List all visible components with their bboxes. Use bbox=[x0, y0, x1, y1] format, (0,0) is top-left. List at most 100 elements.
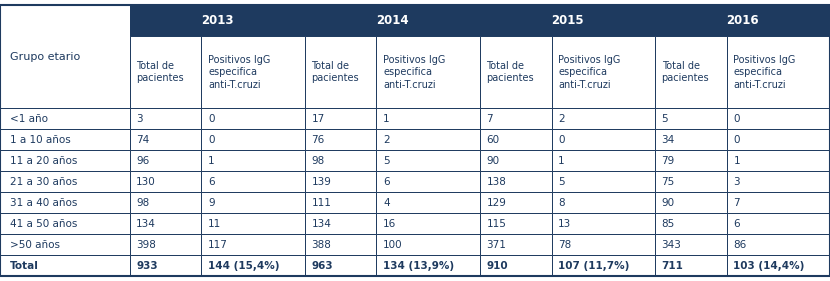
Text: 398: 398 bbox=[136, 240, 156, 250]
Text: 78: 78 bbox=[559, 240, 572, 250]
Bar bbox=[377, 192, 480, 213]
Text: 1: 1 bbox=[208, 156, 215, 166]
Bar bbox=[480, 255, 552, 276]
Bar bbox=[655, 171, 727, 192]
Bar bbox=[377, 150, 480, 171]
Text: 3: 3 bbox=[136, 114, 143, 124]
Bar bbox=[480, 213, 552, 234]
Bar bbox=[305, 108, 377, 129]
Text: 111: 111 bbox=[311, 198, 331, 208]
Text: Total de
pacientes: Total de pacientes bbox=[136, 61, 183, 83]
Text: 9: 9 bbox=[208, 198, 215, 208]
Bar bbox=[377, 129, 480, 150]
Bar bbox=[377, 108, 480, 129]
Bar bbox=[727, 234, 830, 255]
Text: 129: 129 bbox=[486, 198, 506, 208]
Bar bbox=[552, 213, 655, 234]
Text: Positivos IgG
especifica
anti-T.cruzi: Positivos IgG especifica anti-T.cruzi bbox=[208, 55, 271, 90]
Bar bbox=[552, 171, 655, 192]
Text: 6: 6 bbox=[383, 177, 390, 187]
Bar bbox=[0, 255, 129, 276]
Bar bbox=[655, 5, 830, 36]
Bar bbox=[655, 108, 727, 129]
Text: 34: 34 bbox=[662, 135, 675, 145]
Text: 0: 0 bbox=[734, 135, 740, 145]
Text: 4: 4 bbox=[383, 198, 390, 208]
Text: Positivos IgG
especifica
anti-T.cruzi: Positivos IgG especifica anti-T.cruzi bbox=[383, 55, 446, 90]
Bar bbox=[655, 255, 727, 276]
Text: 1: 1 bbox=[734, 156, 740, 166]
Text: 0: 0 bbox=[559, 135, 564, 145]
Text: 3: 3 bbox=[734, 177, 740, 187]
Text: 711: 711 bbox=[662, 261, 683, 271]
Bar bbox=[0, 129, 129, 150]
Bar bbox=[655, 213, 727, 234]
Bar bbox=[480, 234, 552, 255]
Text: 90: 90 bbox=[662, 198, 675, 208]
Bar bbox=[655, 150, 727, 171]
Bar bbox=[480, 36, 552, 108]
Text: 86: 86 bbox=[734, 240, 746, 250]
Bar bbox=[129, 108, 202, 129]
Text: 11: 11 bbox=[208, 219, 222, 229]
Bar bbox=[202, 150, 305, 171]
Bar bbox=[129, 234, 202, 255]
Bar bbox=[655, 129, 727, 150]
Bar bbox=[129, 36, 202, 108]
Bar bbox=[129, 171, 202, 192]
Text: Total de
pacientes: Total de pacientes bbox=[311, 61, 359, 83]
Text: Total: Total bbox=[10, 261, 39, 271]
Text: 2015: 2015 bbox=[551, 14, 583, 27]
Text: Total de
pacientes: Total de pacientes bbox=[486, 61, 534, 83]
Bar bbox=[727, 108, 830, 129]
Text: 11 a 20 años: 11 a 20 años bbox=[10, 156, 77, 166]
Text: 13: 13 bbox=[559, 219, 572, 229]
Text: <1 año: <1 año bbox=[10, 114, 48, 124]
Text: 5: 5 bbox=[383, 156, 390, 166]
Text: 910: 910 bbox=[486, 261, 508, 271]
Bar bbox=[377, 36, 480, 108]
Text: 2014: 2014 bbox=[376, 14, 408, 27]
Text: 60: 60 bbox=[486, 135, 500, 145]
Text: 1: 1 bbox=[559, 156, 565, 166]
Text: 96: 96 bbox=[136, 156, 149, 166]
Text: 5: 5 bbox=[559, 177, 565, 187]
Text: Positivos IgG
especifica
anti-T.cruzi: Positivos IgG especifica anti-T.cruzi bbox=[559, 55, 621, 90]
Bar bbox=[305, 234, 377, 255]
Text: 76: 76 bbox=[311, 135, 325, 145]
Bar bbox=[480, 192, 552, 213]
Bar bbox=[377, 171, 480, 192]
Bar bbox=[377, 234, 480, 255]
Text: 134: 134 bbox=[311, 219, 331, 229]
Text: 1: 1 bbox=[383, 114, 390, 124]
Text: 371: 371 bbox=[486, 240, 506, 250]
Text: >50 años: >50 años bbox=[10, 240, 60, 250]
Bar bbox=[377, 255, 480, 276]
Bar bbox=[0, 150, 129, 171]
Bar bbox=[129, 5, 305, 36]
Text: 963: 963 bbox=[311, 261, 333, 271]
Bar bbox=[305, 171, 377, 192]
Text: 79: 79 bbox=[662, 156, 675, 166]
Bar bbox=[202, 108, 305, 129]
Bar bbox=[202, 36, 305, 108]
Text: 343: 343 bbox=[662, 240, 681, 250]
Text: 98: 98 bbox=[136, 198, 149, 208]
Bar bbox=[0, 234, 129, 255]
Text: 5: 5 bbox=[662, 114, 668, 124]
Text: Positivos IgG
especifica
anti-T.cruzi: Positivos IgG especifica anti-T.cruzi bbox=[734, 55, 796, 90]
Text: 41 a 50 años: 41 a 50 años bbox=[10, 219, 77, 229]
Bar bbox=[305, 255, 377, 276]
Text: 90: 90 bbox=[486, 156, 500, 166]
Text: 74: 74 bbox=[136, 135, 149, 145]
Bar bbox=[305, 36, 377, 108]
Bar bbox=[655, 36, 727, 108]
Bar bbox=[129, 129, 202, 150]
Text: 6: 6 bbox=[208, 177, 215, 187]
Text: 0: 0 bbox=[734, 114, 740, 124]
Bar bbox=[202, 192, 305, 213]
Text: 6: 6 bbox=[734, 219, 740, 229]
Bar bbox=[552, 255, 655, 276]
Text: 100: 100 bbox=[383, 240, 403, 250]
Bar bbox=[0, 5, 129, 108]
